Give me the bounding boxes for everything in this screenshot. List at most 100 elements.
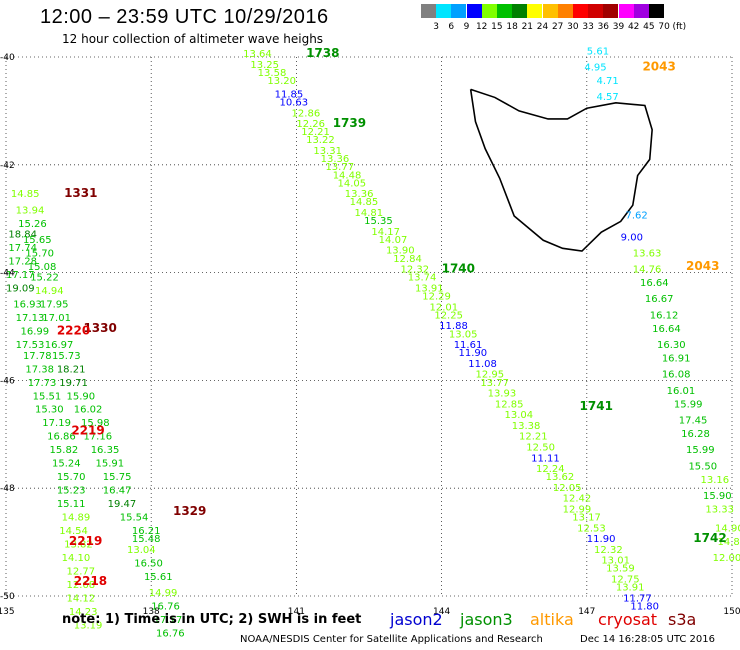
- colorbar-label: 45: [643, 22, 655, 32]
- colorbar-swatch: [618, 4, 634, 18]
- swh-value-s3a: 17.53: [16, 340, 45, 351]
- swh-value-jason3: 13.91: [616, 583, 645, 594]
- time-label-cryosat: 2220: [57, 324, 90, 338]
- colorbar-swatch: [557, 4, 573, 18]
- swh-value-s3a: 15.30: [35, 405, 64, 416]
- colorbar-swatch: [633, 4, 649, 18]
- swh-value-altika: 16.91: [662, 354, 691, 365]
- swh-value-s3a: 17.28: [8, 257, 37, 268]
- swh-value-jason3: 14.48: [333, 170, 362, 181]
- y-tick-label: -46: [0, 376, 15, 386]
- x-tick-label: 135: [0, 607, 15, 617]
- x-tick-label: 141: [288, 607, 305, 617]
- swh-value-altika: 15.50: [688, 461, 717, 472]
- swh-value-s3a: 17.17: [154, 615, 183, 626]
- swh-value-s3a: 15.22: [30, 273, 59, 284]
- colorbar-swatch: [421, 4, 436, 18]
- swh-value-altika: 16.64: [640, 278, 669, 289]
- swh-value-s3a: 17.17: [6, 270, 35, 281]
- swh-value-jason3: 13.59: [606, 564, 635, 575]
- swh-value-s3a: 15.23: [57, 486, 86, 497]
- time-label-jason3: 1740: [442, 262, 475, 276]
- swh-value-jason3: 12.42: [563, 494, 592, 505]
- swh-value-s3a: 17.78: [23, 351, 52, 362]
- swh-value-jason3: 12.24: [536, 464, 565, 475]
- time-label-jason3: 1738: [306, 46, 339, 60]
- swh-value-s3a: 18.21: [57, 364, 86, 375]
- swh-value-jason3: 15.35: [364, 216, 393, 227]
- swh-value-jason3: 12.32: [400, 265, 429, 276]
- colorbar-label: 70: [658, 22, 670, 32]
- swh-value-jason3: 12.99: [563, 504, 592, 515]
- swh-value-jason3: 13.17: [572, 513, 601, 524]
- tasmania-coastline: [469, 88, 653, 252]
- swh-value-jason3: 11.85: [275, 89, 304, 100]
- swh-value-altika: 16.64: [652, 324, 681, 335]
- legend-altika: altika: [530, 610, 574, 629]
- swh-value-jason3: 13.77: [480, 378, 509, 389]
- swh-value-jason3: 14.05: [338, 178, 367, 189]
- y-tick-label: -50: [0, 592, 15, 602]
- swh-value-s3a: 15.48: [132, 534, 161, 545]
- swh-value-s3a: 14.89: [62, 513, 91, 524]
- swh-value-altika: 13.33: [705, 504, 734, 515]
- swh-value-jason3: 11.08: [468, 359, 497, 370]
- y-tick-label: -40: [0, 53, 15, 63]
- y-tick-label: -44: [0, 269, 15, 279]
- swh-value-jason3: 14.07: [379, 235, 408, 246]
- swh-value-altika: 7.62: [626, 211, 648, 222]
- swh-value-jason3: 12.84: [393, 254, 422, 265]
- swh-value-s3a: 15.51: [33, 391, 62, 402]
- colorbar-label: 36: [597, 22, 610, 32]
- swh-value-altika: 4.57: [596, 92, 618, 103]
- swh-value-s3a: 13.94: [16, 205, 45, 216]
- swh-value-s3a: 13.19: [74, 620, 103, 631]
- swh-value-jason3: 12.95: [475, 370, 504, 381]
- swh-value-jason3: 13.20: [267, 76, 296, 87]
- swh-value-jason3: 14.81: [354, 208, 383, 219]
- swh-value-jason3: 13.91: [415, 283, 444, 294]
- swh-value-s3a: 17.73: [28, 378, 57, 389]
- swh-value-altika: 13.63: [633, 248, 662, 259]
- swh-value-s3a: 17.74: [8, 243, 37, 254]
- timestamp-text: Dec 14 16:28:05 UTC 2016: [580, 634, 715, 645]
- swh-value-jason3: 12.86: [292, 108, 321, 119]
- time-label-s3a: 1331: [64, 186, 97, 200]
- time-label-cryosat: 2218: [74, 574, 107, 588]
- swh-value-s3a: 18.84: [8, 230, 37, 241]
- colorbar-label: 27: [551, 22, 564, 32]
- swh-value-jason3: 11.90: [587, 534, 616, 545]
- swh-value-altika: 12.00: [713, 553, 740, 564]
- swh-value-jason3: 12.25: [434, 310, 463, 321]
- swh-value-s3a: 15.98: [81, 418, 110, 429]
- swh-value-altika: 16.28: [681, 429, 710, 440]
- time-label-jason3: 1742: [693, 531, 726, 545]
- x-tick-label: 150: [723, 607, 740, 617]
- swh-value-s3a: 13.04: [127, 545, 156, 556]
- swh-value-altika: 15.99: [674, 399, 703, 410]
- swh-value-altika: 15.99: [686, 445, 715, 456]
- colorbar-label: 6: [448, 22, 455, 32]
- swh-value-altika: 16.67: [645, 294, 674, 305]
- time-label-jason3: 1739: [333, 116, 366, 130]
- swh-value-jason3: 13.93: [488, 389, 517, 400]
- swh-value-jason3: 13.22: [306, 135, 335, 146]
- swh-value-s3a: 17.13: [16, 313, 45, 324]
- swh-value-altika: 16.08: [662, 370, 691, 381]
- swh-value-jason3: 12.26: [296, 119, 325, 130]
- swh-value-s3a: 17.95: [40, 300, 69, 311]
- legend-jason2: jason2: [390, 610, 443, 629]
- swh-value-s3a: 15.90: [67, 391, 96, 402]
- swh-value-jason3: 12.53: [577, 523, 606, 534]
- swh-value-jason3: 13.38: [512, 421, 541, 432]
- swh-value-s3a: 15.11: [57, 499, 86, 510]
- swh-value-jason3: 13.74: [408, 273, 437, 284]
- swh-value-jason3: 12.29: [422, 292, 451, 303]
- swh-value-s3a: 16.21: [132, 526, 161, 537]
- swh-value-s3a: 17.38: [25, 364, 54, 375]
- swh-value-s3a: 12.77: [67, 566, 96, 577]
- swh-value-jason3: 11.77: [623, 593, 652, 604]
- swh-value-s3a: 15.65: [23, 235, 52, 246]
- swh-value-s3a: 15.54: [120, 513, 149, 524]
